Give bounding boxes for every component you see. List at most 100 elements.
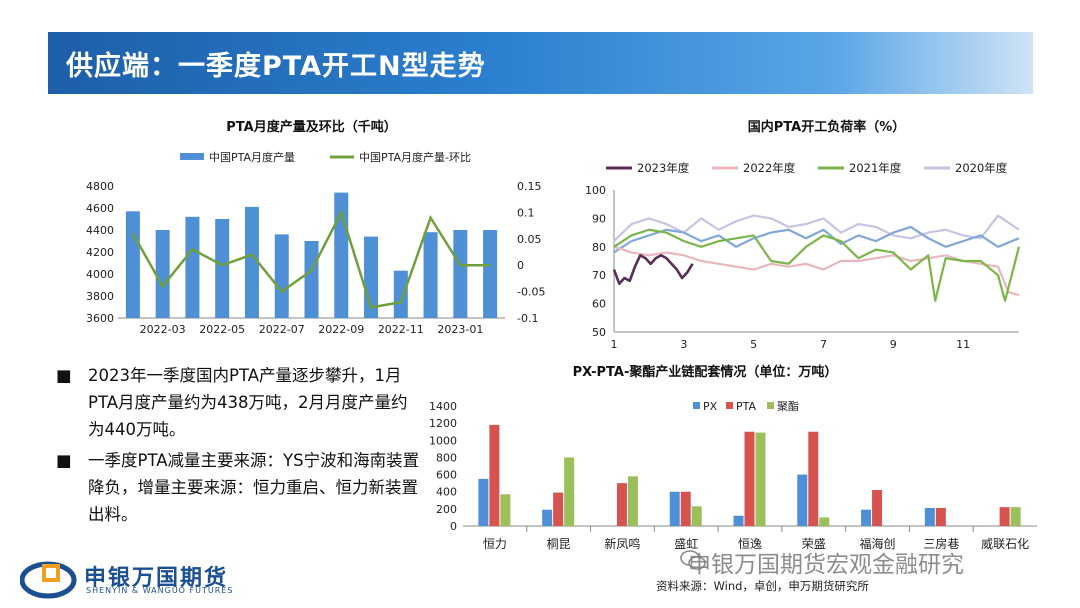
bullet-list: ■ 2023年一季度国内PTA产量逐步攀升，1月PTA月度产量约为438万吨，2… xyxy=(52,362,422,532)
chart3-x-tick-label: 福海创 xyxy=(860,536,896,551)
bullet-text: 2023年一季度国内PTA产量逐步攀升，1月PTA月度产量约为438万吨，2月月… xyxy=(88,366,408,439)
chart1-x-tick-label: 2022-11 xyxy=(378,323,424,336)
chart1-bar xyxy=(185,216,200,318)
chart1-y-right-tick-label: 0.1 xyxy=(517,206,535,219)
chart3-legend-swatch xyxy=(693,402,700,409)
chart3-y-tick-label: 200 xyxy=(436,503,457,516)
chart2-title: 国内PTA开工负荷率（%） xyxy=(748,119,905,135)
logo-name-cn: 申银万国期货 xyxy=(84,566,229,591)
chart2-y-tick-label: 80 xyxy=(592,241,606,254)
chart3-bar xyxy=(489,424,500,526)
chart1-x-tick-label: 2022-03 xyxy=(140,323,186,336)
bullet-square-icon: ■ xyxy=(56,366,72,385)
bullet-square-icon: ■ xyxy=(56,451,72,470)
chart3-legend-swatch xyxy=(767,402,774,409)
chart1-y-left-tick-label: 4400 xyxy=(86,224,114,237)
watermark-text: 申银万国期货宏观金融研究 xyxy=(688,552,964,578)
chart3-bar xyxy=(691,506,702,526)
chart3-x-tick-label: 恒逸 xyxy=(738,537,762,551)
chart2-y-tick-label: 60 xyxy=(592,298,606,311)
chart2-legend-label: 2020年度 xyxy=(955,161,1008,175)
chart2-y-tick-label: 50 xyxy=(592,326,606,339)
bullet-item: ■ 一季度PTA减量主要来源：YS宁波和海南装置降负，增量主要来源：恒力重启、恒… xyxy=(52,447,422,528)
chart3-bar xyxy=(861,509,872,526)
chart1-y-left-tick-label: 3600 xyxy=(86,312,114,325)
chart3-legend-label: PX xyxy=(703,400,718,413)
chart2-x-tick-label: 7 xyxy=(820,338,827,351)
chart1-y-left-tick-label: 4200 xyxy=(86,246,114,259)
chart2-y-tick-label: 100 xyxy=(585,184,606,197)
chart1-y-left-tick-label: 3800 xyxy=(86,290,114,303)
chart2-series-line xyxy=(613,228,1021,302)
chart3-bar xyxy=(669,491,680,526)
chart3-y-tick-label: 0 xyxy=(450,520,457,533)
chart3-legend-swatch xyxy=(726,402,733,409)
chart2-x-tick-label: 5 xyxy=(750,338,757,351)
chart1-y-right-tick-label: -0.1 xyxy=(517,312,538,325)
chart2-y-tick-label: 70 xyxy=(592,269,606,282)
chart3-bar xyxy=(542,509,553,526)
chart2-x-tick-label: 1 xyxy=(611,338,618,351)
chart3-bar xyxy=(797,474,808,526)
chart1-mom-line xyxy=(131,209,491,309)
chart1-y-left-tick-label: 4800 xyxy=(86,180,114,193)
chart1-bar xyxy=(483,230,498,318)
source-note: 资料来源：Wind，卓创，申万期货研究所 xyxy=(656,579,869,593)
logo-name-en: SHENYIN & WANGUO FUTURES xyxy=(86,586,234,595)
chart1-bar xyxy=(304,241,319,318)
chart3-x-tick-label: 新凤鸣 xyxy=(604,536,640,551)
chart2-x-tick-label: 9 xyxy=(890,338,897,351)
chart3-x-tick-label: 荣盛 xyxy=(802,536,826,551)
chart3-bar xyxy=(616,483,627,526)
chart1-x-tick-label: 2022-09 xyxy=(318,323,364,336)
chart3-bar xyxy=(733,515,744,526)
bullet-item: ■ 2023年一季度国内PTA产量逐步攀升，1月PTA月度产量约为438万吨，2… xyxy=(52,362,422,443)
chart3-x-tick-label: 恒力 xyxy=(483,537,507,551)
chart3-bar xyxy=(564,457,575,526)
chart2-x-tick-label: 3 xyxy=(680,338,687,351)
chart3-bar xyxy=(819,517,830,526)
chart1-y-right-tick-label: -0.05 xyxy=(517,286,545,299)
chart3-bar xyxy=(808,431,819,526)
chart1-x-tick-label: 2022-07 xyxy=(259,323,305,336)
chart3-y-tick-label: 400 xyxy=(436,486,457,499)
chart2-series-line xyxy=(613,245,1020,297)
chart1-y-right-tick-label: 0.15 xyxy=(517,180,542,193)
chart3-x-tick-label: 威联石化 xyxy=(981,537,1029,551)
chart1-y-left-tick-label: 4000 xyxy=(86,268,114,281)
chart1-bar xyxy=(155,230,170,318)
chart3-bar xyxy=(935,508,946,526)
chart3-y-tick-label: 800 xyxy=(436,451,457,464)
chart3-title: PX-PTA-聚酯产业链配套情况（单位：万吨） xyxy=(573,364,838,380)
chart1-bar xyxy=(423,232,438,318)
chart1-y-left-tick-label: 4600 xyxy=(86,202,114,215)
chart2-legend-label: 2022年度 xyxy=(743,161,796,175)
company-logo-icon xyxy=(20,561,77,599)
chart2-series-line xyxy=(612,254,694,286)
chart2-x-tick-label: 11 xyxy=(956,338,970,351)
chart3-bar xyxy=(924,508,935,526)
chart3-y-tick-label: 1400 xyxy=(429,400,457,413)
chart1-legend-label: 中国PTA月度产量-环比 xyxy=(359,150,471,164)
chart1-bar xyxy=(274,234,289,318)
chart2-legend-label: 2021年度 xyxy=(849,161,902,175)
title-banner xyxy=(48,32,1033,94)
chart1-bar xyxy=(125,211,140,318)
chart3-legend-label: 聚酯 xyxy=(777,400,799,413)
chart3-bar xyxy=(744,431,755,526)
chart3-bar xyxy=(553,492,564,526)
chart1-title: PTA月度产量及环比（千吨） xyxy=(226,119,396,135)
bullet-text: 一季度PTA减量主要来源：YS宁波和海南装置降负，增量主要来源：恒力重启、恒力新… xyxy=(88,451,420,524)
chart1-legend-label: 中国PTA月度产量 xyxy=(209,150,295,164)
chart3-y-tick-label: 1200 xyxy=(429,417,457,430)
chart1-x-tick-label: 2022-05 xyxy=(199,323,245,336)
chart1-x-tick-label: 2023-01 xyxy=(437,323,483,336)
chart2-legend-label: 2023年度 xyxy=(637,161,690,175)
chart2-series-line xyxy=(613,225,1020,254)
chart3-bar xyxy=(500,494,511,526)
chart3-bar xyxy=(478,478,489,526)
chart3-y-tick-label: 1000 xyxy=(429,434,457,447)
chart3-x-tick-label: 盛虹 xyxy=(674,536,698,551)
chart1-bar xyxy=(215,219,230,318)
